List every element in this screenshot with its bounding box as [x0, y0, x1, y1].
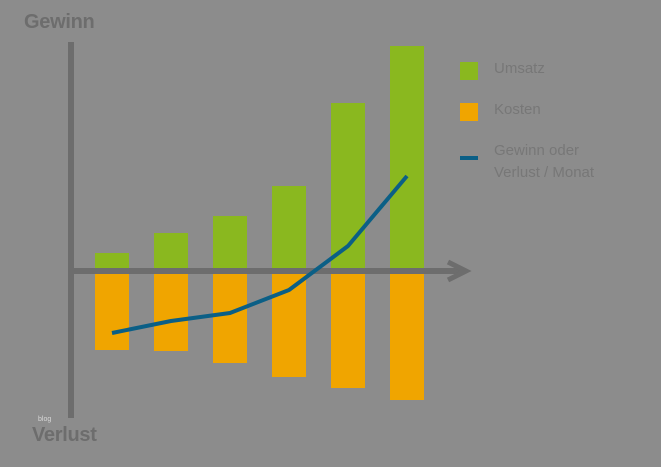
axes: [68, 42, 472, 418]
cost-bar-5: [331, 274, 365, 388]
legend-line-swatch: [460, 156, 478, 160]
revenue-bar-5: [331, 103, 365, 268]
revenue-bar-4: [272, 186, 306, 268]
legend-item: Kosten: [460, 97, 660, 121]
revenue-bar-1: [95, 253, 129, 268]
legend-item: Umsatz: [460, 56, 660, 80]
x-axis-arrowhead: [446, 259, 472, 283]
legend-color-swatch: [460, 62, 478, 80]
profit-loss-line: [111, 174, 409, 335]
y-axis-label-top: Gewinn: [24, 11, 95, 33]
revenue-bar-6: [390, 46, 424, 268]
revenue-bar-3: [213, 216, 247, 268]
legend-label: Umsatz: [494, 60, 545, 77]
bars-layer: [95, 46, 424, 400]
legend-color-swatch: [460, 103, 478, 121]
y-axis-label-bottom: Verlust: [32, 424, 97, 446]
cost-bar-1: [95, 274, 129, 350]
cost-bar-2: [154, 274, 188, 351]
cost-bar-6: [390, 274, 424, 400]
legend-label: Kosten: [494, 101, 541, 118]
cost-bar-3: [213, 274, 247, 363]
watermark-text: blog: [38, 416, 52, 423]
legend-item: Gewinn oder Verlust / Monat: [460, 138, 660, 182]
legend-label: Gewinn oder Verlust / Monat: [494, 142, 595, 181]
revenue-bar-2: [154, 233, 188, 268]
legend: Umsatz Kosten Gewinn oder Verlust / Monat: [460, 56, 660, 203]
line-layer: [111, 174, 409, 335]
